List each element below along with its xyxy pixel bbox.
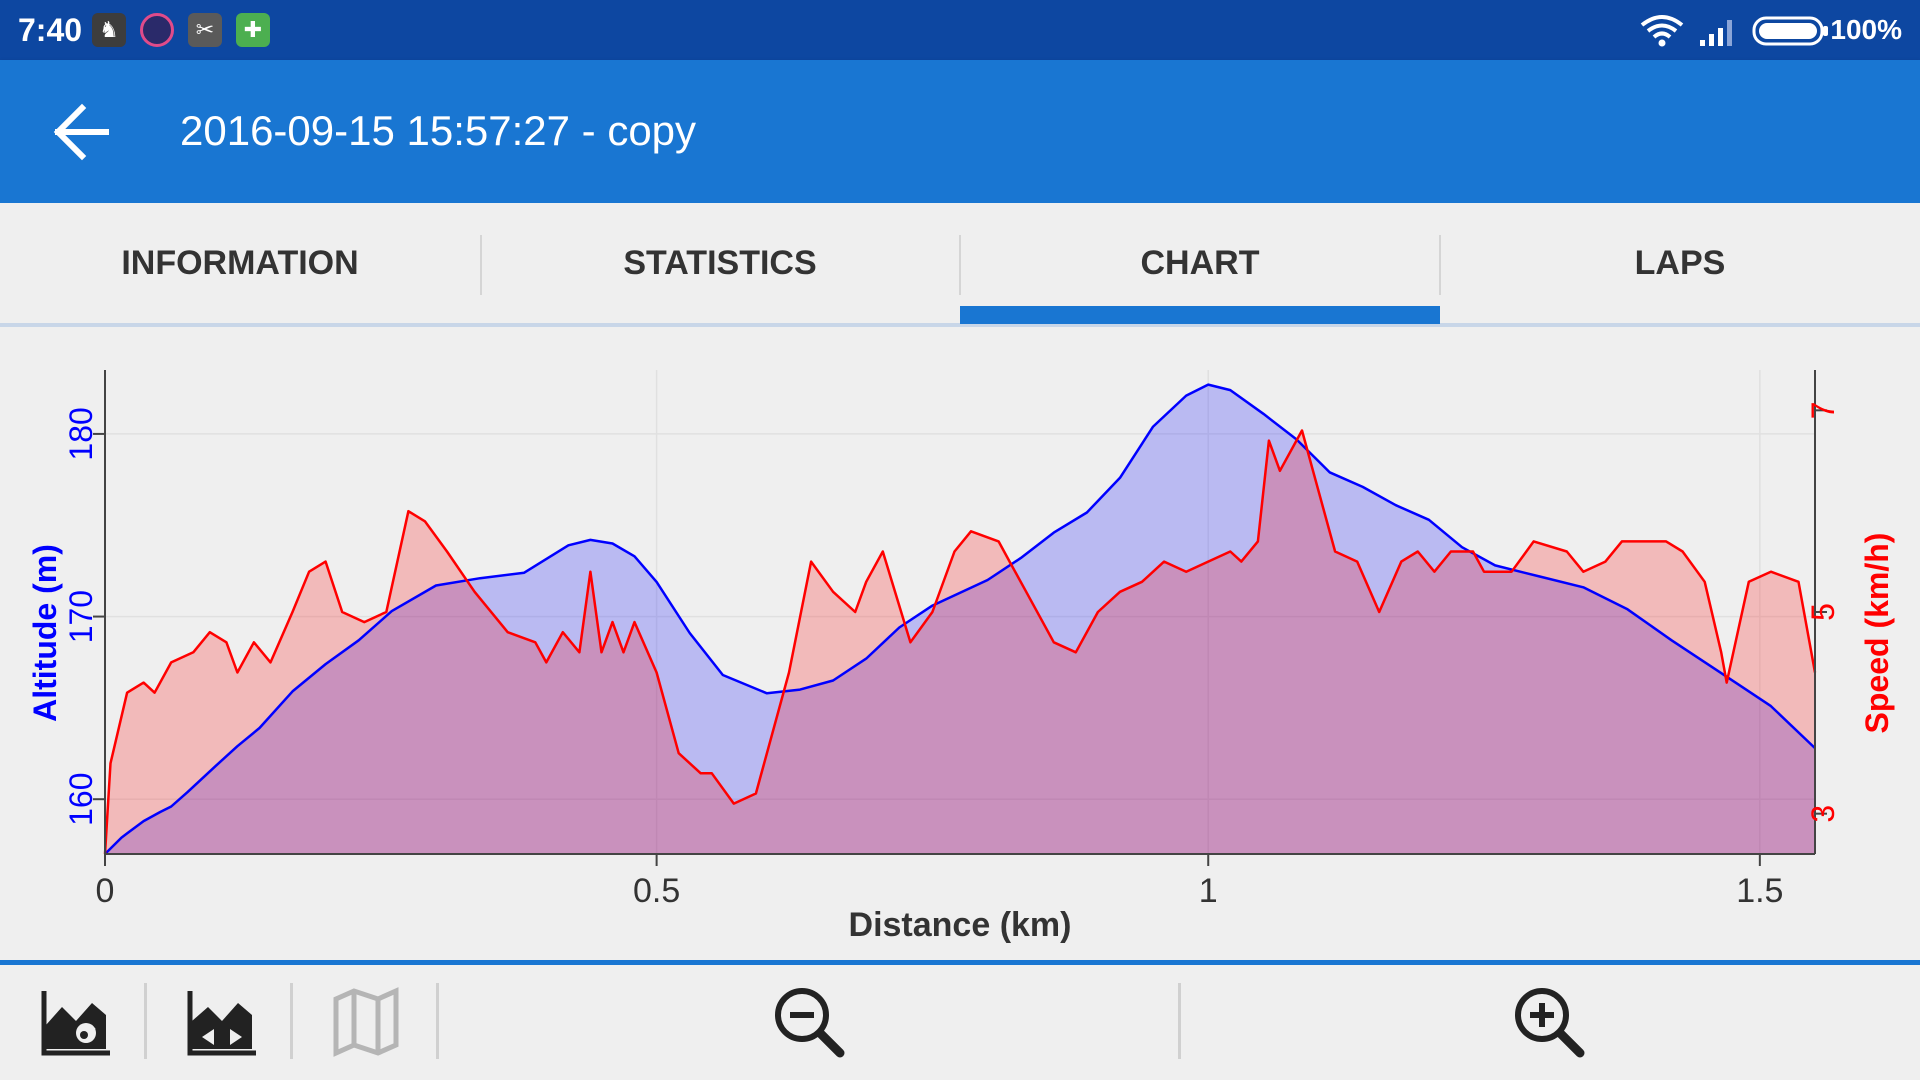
battery-percent: 100%: [1830, 14, 1902, 45]
toolbar-separator: [144, 983, 147, 1059]
tab-chart[interactable]: CHART: [960, 203, 1440, 323]
tab-statistics[interactable]: STATISTICS: [480, 203, 960, 323]
tab-divider: [480, 235, 482, 295]
toolbar-separator: [436, 983, 439, 1059]
tab-laps[interactable]: LAPS: [1440, 203, 1920, 323]
altitude-speed-chart[interactable]: 0 0.5 1 1.5 160 170 180 3 5 7 Distance (km) Altit…: [0, 328, 1920, 958]
arrow-left-icon: [53, 103, 109, 161]
y-tick-label: 180: [63, 407, 99, 460]
chart-settings-icon: [41, 991, 110, 1056]
chart-toolbar: [0, 965, 1920, 1080]
x-tick-label: 0.5: [633, 872, 680, 910]
status-bar: 7:40 ♞ ✂ ✚ 100%: [0, 0, 1920, 60]
speed-area: [105, 430, 1815, 854]
tab-label: STATISTICS: [623, 243, 817, 282]
app-bar: 2016-09-15 15:57:27 - copy: [0, 60, 1920, 203]
map-button[interactable]: [322, 981, 412, 1063]
x-axis-label: Distance (km): [849, 906, 1072, 944]
selected-tab-indicator: [960, 306, 1440, 324]
tab-label: INFORMATION: [121, 243, 359, 282]
altitude-line: [104, 383, 1816, 855]
chart-settings-button[interactable]: [32, 981, 122, 1063]
x-tick-label: 0: [96, 872, 115, 910]
y2-tick-label: 5: [1805, 603, 1841, 621]
tab-divider: [1439, 235, 1441, 295]
page-title: 2016-09-15 15:57:27 - copy: [180, 107, 697, 154]
y2-tick-label: 7: [1805, 401, 1841, 419]
tab-label: LAPS: [1634, 243, 1726, 282]
clock-app-icon: [140, 13, 174, 47]
x-tick-label: 1.5: [1736, 872, 1783, 910]
zoom-out-button[interactable]: [764, 981, 854, 1063]
tab-information[interactable]: INFORMATION: [0, 203, 480, 323]
chart-compare-icon: [187, 991, 256, 1056]
x-tick-label: 1: [1199, 872, 1218, 910]
tab-divider: [959, 235, 961, 295]
y2-axis-label: Speed (km/h): [1859, 533, 1895, 734]
tab-label: CHART: [1140, 243, 1260, 282]
zoom-out-icon: [775, 988, 845, 1058]
status-time: 7:40: [18, 12, 83, 48]
toolbar-divider: [0, 960, 1920, 965]
y-axis-label: Altitude (m): [27, 544, 63, 722]
chart-area[interactable]: 0 0.5 1 1.5 160 170 180 3 5 7 Distance (km) Altit…: [0, 328, 1920, 958]
battery-icon: [1752, 16, 1828, 46]
zoom-in-button[interactable]: [1504, 981, 1594, 1063]
chart-compare-button[interactable]: [178, 981, 268, 1063]
speed-line: [103, 429, 1817, 855]
y2-tick-label: 3: [1805, 805, 1841, 823]
wifi-icon: [1640, 15, 1684, 47]
zoom-in-icon: [1515, 988, 1585, 1058]
toolbar-separator: [290, 983, 293, 1059]
y-tick-label: 170: [63, 590, 99, 643]
signal-icon: [1700, 20, 1732, 46]
back-button[interactable]: [48, 100, 118, 164]
scissors-app-icon: ✂: [188, 13, 222, 47]
llama-app-icon: ♞: [92, 13, 126, 47]
map-icon: [333, 987, 399, 1057]
puzzle-app-icon: ✚: [236, 13, 270, 47]
y-tick-label: 160: [63, 773, 99, 826]
toolbar-separator: [1178, 983, 1181, 1059]
